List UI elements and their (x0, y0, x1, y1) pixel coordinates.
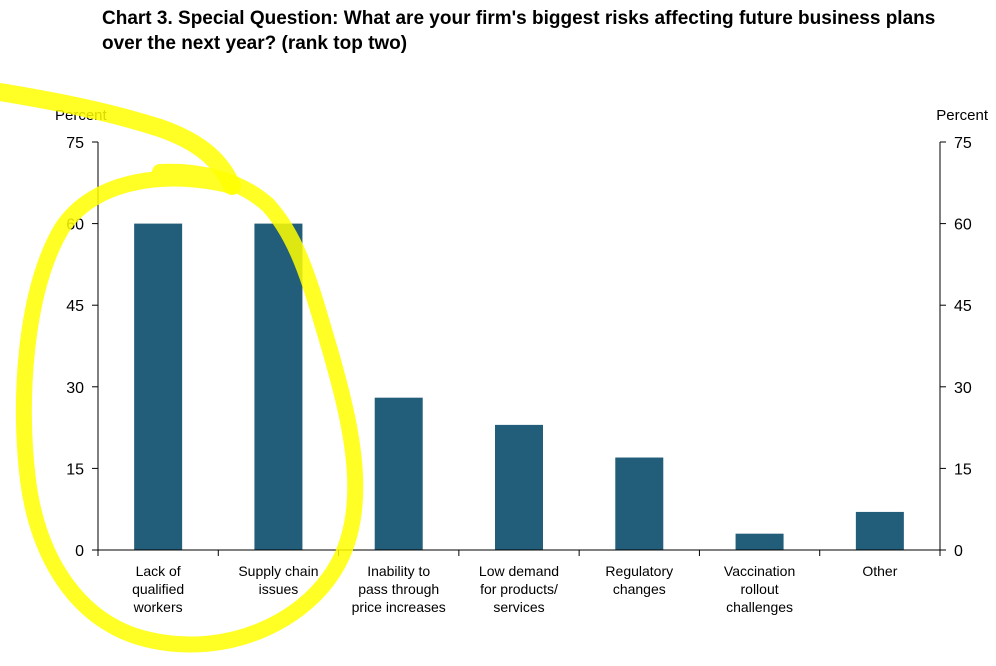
bar (615, 457, 664, 550)
x-tick-label: Lack of qualified workers (132, 563, 184, 615)
y-axis-title-right: Percent (936, 107, 989, 124)
bar (735, 533, 784, 550)
y-tick-label-right: 60 (954, 217, 972, 234)
y-tick-label-left: 45 (66, 298, 84, 315)
y-tick-label-right: 15 (954, 461, 972, 478)
bar (495, 424, 543, 550)
x-tick-label: Low demand for products/services (479, 563, 559, 615)
y-tick-label-left: 0 (75, 543, 84, 560)
y-tick-label-right: 45 (954, 298, 972, 315)
bar (855, 511, 904, 550)
x-tick-label: Supply chain issues (238, 563, 318, 597)
x-tick-label: Vaccination rollout challenges (724, 563, 795, 615)
bar (134, 223, 183, 550)
y-tick-label-right: 30 (954, 380, 972, 397)
x-tick-label: Regulatory changes (605, 563, 673, 597)
bar (254, 223, 303, 550)
y-tick-label-right: 75 (954, 135, 972, 152)
y-tick-label-right: 0 (954, 543, 963, 560)
highlight-circle (15, 163, 364, 653)
bar (374, 397, 423, 550)
y-tick-label-left: 30 (66, 380, 84, 397)
y-tick-label-left: 75 (66, 135, 84, 152)
x-tick-label: Inability to pass through price increases (352, 563, 446, 615)
highlight-stroke (0, 83, 241, 195)
x-tick-label: Other (862, 563, 897, 579)
chart-title: Chart 3. Special Question: What are your… (102, 8, 936, 54)
y-tick-label-left: 15 (66, 461, 84, 478)
